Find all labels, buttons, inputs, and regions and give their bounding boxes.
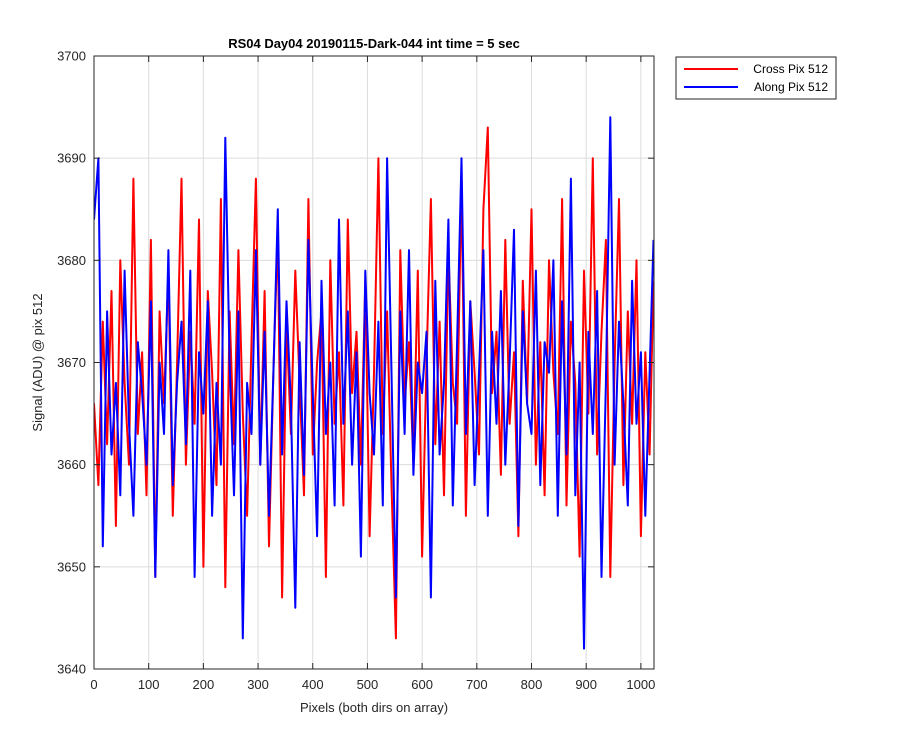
- y-tick-label: 3670: [57, 355, 86, 370]
- series-layer: [94, 116, 654, 650]
- x-axis-label: Pixels (both dirs on array): [300, 700, 448, 715]
- legend-label-1: Cross Pix 512: [753, 62, 828, 76]
- x-tick-label: 700: [466, 677, 488, 692]
- y-tick-label: 3650: [57, 559, 86, 574]
- x-tick-label: 600: [411, 677, 433, 692]
- y-tick-label: 3640: [57, 662, 86, 677]
- y-tick-label: 3680: [57, 253, 86, 268]
- y-tick-label: 3700: [57, 49, 86, 64]
- legend-box: [675, 56, 837, 100]
- series-line-2: [94, 116, 654, 650]
- y-axis-label: Signal (ADU) @ pix 512: [30, 293, 45, 431]
- x-tick-label: 1000: [626, 677, 655, 692]
- x-tick-label: 900: [575, 677, 597, 692]
- x-tick-label: 500: [357, 677, 379, 692]
- x-tick-label: 300: [247, 677, 269, 692]
- x-tick-label: 200: [193, 677, 215, 692]
- chart-title: RS04 Day04 20190115-Dark-044 int time = …: [228, 36, 520, 51]
- y-tick-label: 3660: [57, 457, 86, 472]
- legend-label-2: Along Pix 512: [754, 80, 828, 94]
- legend: Cross Pix 512 Along Pix 512: [675, 56, 837, 100]
- y-tick-label: 3690: [57, 151, 86, 166]
- x-tick-label: 100: [138, 677, 160, 692]
- axis-ticks: 0 100 200 300 400 500 600 700 800 900 1000 3640 3650…: [57, 49, 655, 693]
- x-tick-label: 0: [90, 677, 97, 692]
- x-tick-label: 800: [521, 677, 543, 692]
- x-tick-label: 400: [302, 677, 324, 692]
